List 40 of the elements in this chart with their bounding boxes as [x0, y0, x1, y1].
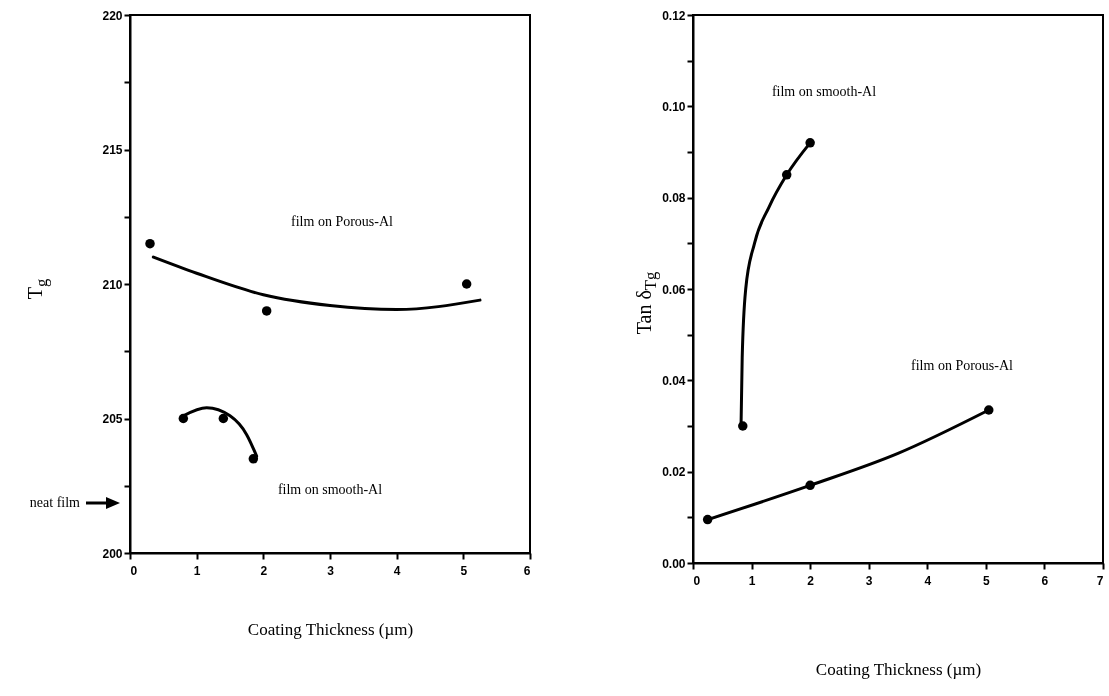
point: [248, 454, 259, 464]
x-tick-label: 6: [1041, 573, 1049, 588]
annotation: film on smooth-Al: [277, 482, 383, 498]
x-tick-label: 2: [260, 563, 268, 578]
text: neat film: [29, 495, 80, 511]
x-tick-label: 3: [865, 573, 873, 588]
x-axis-title: Coating Thickness (µm): [247, 619, 414, 639]
x-tick-label: 2: [807, 573, 815, 588]
x-tick-label: 3: [327, 563, 335, 578]
y-tick-label: 0.00: [662, 556, 686, 571]
x-tick-label: 0: [693, 573, 701, 588]
y-tick-label: 220: [102, 8, 123, 23]
y-tick-label: 0.08: [662, 191, 686, 206]
x-axis-title: Coating Thickness (µm): [815, 659, 982, 679]
x-tick-label: 6: [523, 563, 531, 578]
annotation: film on smooth-Al: [771, 84, 877, 100]
y-tick-label: 0.12: [662, 8, 686, 23]
y-tick-label: 0.02: [662, 465, 686, 480]
x-tick-label: 4: [393, 563, 401, 578]
x-tick-label: 1: [193, 563, 201, 578]
annotation: film on Porous-Al: [911, 358, 1013, 374]
y-tick-label: 210: [102, 277, 123, 292]
point: [145, 238, 155, 249]
y-tick-label: 0.04: [662, 373, 686, 388]
y-tick-label: 200: [102, 546, 123, 561]
line-series: [151, 255, 482, 312]
x-tick-label: 5: [983, 573, 991, 588]
point: [461, 279, 472, 289]
y-tick-label: 0.06: [662, 282, 686, 297]
y-tick-label: 0.10: [662, 99, 686, 114]
x-tick-label: 1: [748, 573, 756, 588]
y-tick-label: 215: [102, 143, 123, 157]
x-tick-label: 7: [1096, 573, 1104, 588]
annotation: film on Porous-Al: [291, 214, 393, 230]
x-tick-label: 4: [924, 573, 932, 588]
y-tick-label: 205: [102, 412, 123, 426]
point: [261, 306, 272, 316]
point: [218, 413, 229, 424]
x-tick-label: 5: [460, 563, 468, 578]
x-tick-label: 0: [130, 563, 138, 578]
